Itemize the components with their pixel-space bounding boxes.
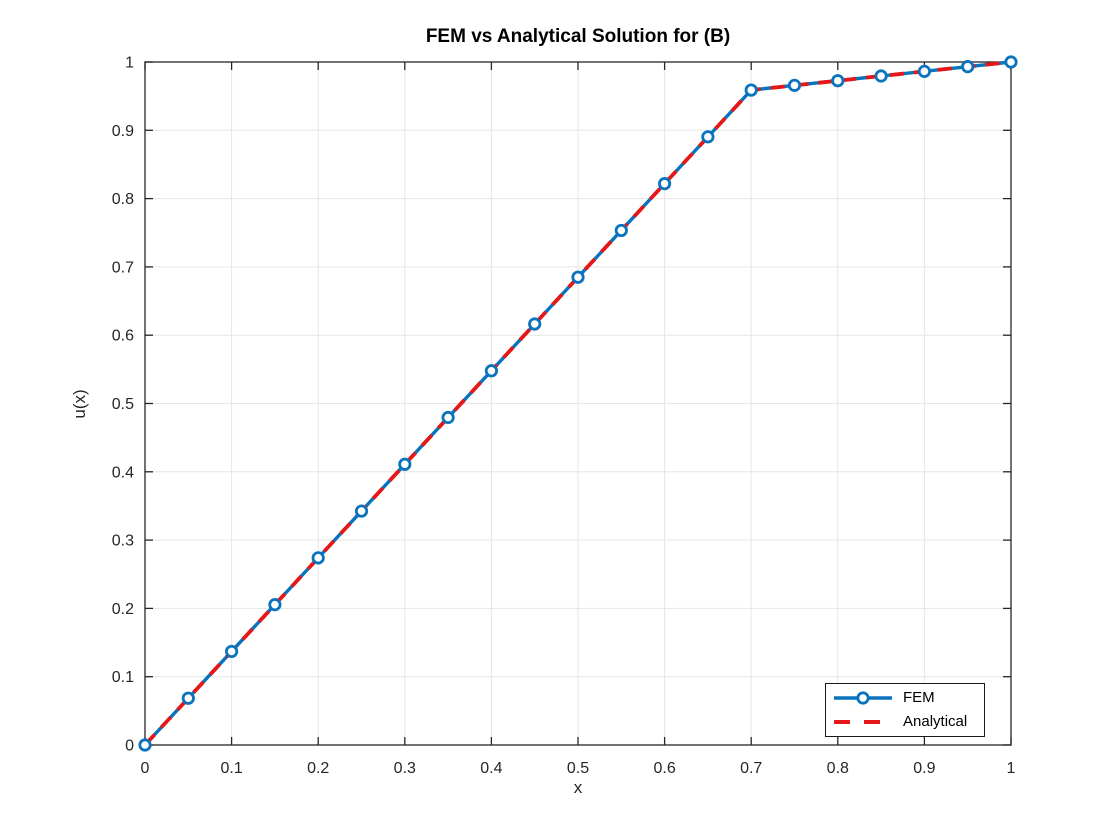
x-tick-label: 0.4 [480, 760, 502, 777]
y-tick-label: 0.3 [112, 533, 134, 550]
fem-data-marker [571, 270, 585, 284]
y-tick-label: 0 [125, 738, 134, 755]
analytical-line-sample [834, 719, 892, 724]
fem-data-marker [917, 64, 932, 78]
y-tick-label: 0.2 [112, 601, 134, 618]
y-tick-label: 0.6 [112, 328, 134, 345]
x-axis-label: x [573, 778, 583, 797]
fem-data-marker [354, 504, 369, 518]
y-axis-label: u(x) [70, 389, 89, 419]
fem-data-marker [484, 364, 498, 378]
y-tick-label: 0.4 [112, 464, 134, 481]
fem-data-marker [787, 78, 802, 92]
legend-item-fem: FEM [832, 687, 978, 709]
y-tick-label: 0.5 [112, 396, 134, 413]
legend: FEM Analytical [825, 683, 985, 737]
fem-data-marker [657, 177, 672, 191]
legend-item-analytical: Analytical [832, 711, 978, 733]
fem-data-marker [744, 83, 758, 97]
fem-line-sample [834, 691, 892, 705]
chart-title: FEM vs Analytical Solution for (B) [425, 26, 731, 47]
x-tick-label: 0 [141, 760, 150, 777]
y-tick-label: 0.8 [112, 191, 134, 208]
fem-data-marker [1004, 55, 1018, 69]
x-tick-label: 0.7 [740, 760, 762, 777]
fem-data-marker [225, 644, 239, 659]
x-tick-label: 0.5 [567, 760, 589, 777]
fem-data-marker [181, 691, 195, 705]
fem-data-marker [138, 738, 152, 752]
fem-data-marker [961, 60, 975, 74]
fem-data-marker [268, 598, 282, 612]
fem-data-marker [528, 317, 542, 331]
fem-data-marker [311, 551, 325, 565]
fem-data-marker [701, 130, 715, 144]
x-tick-label: 0.2 [307, 760, 329, 777]
fem-data-marker [398, 457, 412, 471]
x-tick-label: 1 [1007, 760, 1016, 777]
legend-label-analytical: Analytical [903, 712, 968, 730]
y-tick-label: 0.9 [112, 123, 134, 140]
fem-data-marker [441, 410, 455, 425]
circle-marker-icon [856, 691, 870, 705]
y-tick-label: 1 [125, 55, 134, 72]
x-tick-label: 0.9 [913, 760, 935, 777]
x-tick-label: 0.1 [220, 760, 242, 777]
fem-data-marker [874, 69, 888, 83]
legend-label-fem: FEM [903, 689, 935, 707]
y-tick-label: 0.1 [112, 669, 134, 686]
x-tick-label: 0.3 [394, 760, 416, 777]
y-tick-label: 0.7 [112, 259, 134, 276]
x-tick-label: 0.6 [653, 760, 675, 777]
fem-data-marker [614, 223, 628, 238]
fem-data-marker [831, 74, 845, 88]
x-tick-label: 0.8 [827, 760, 849, 777]
